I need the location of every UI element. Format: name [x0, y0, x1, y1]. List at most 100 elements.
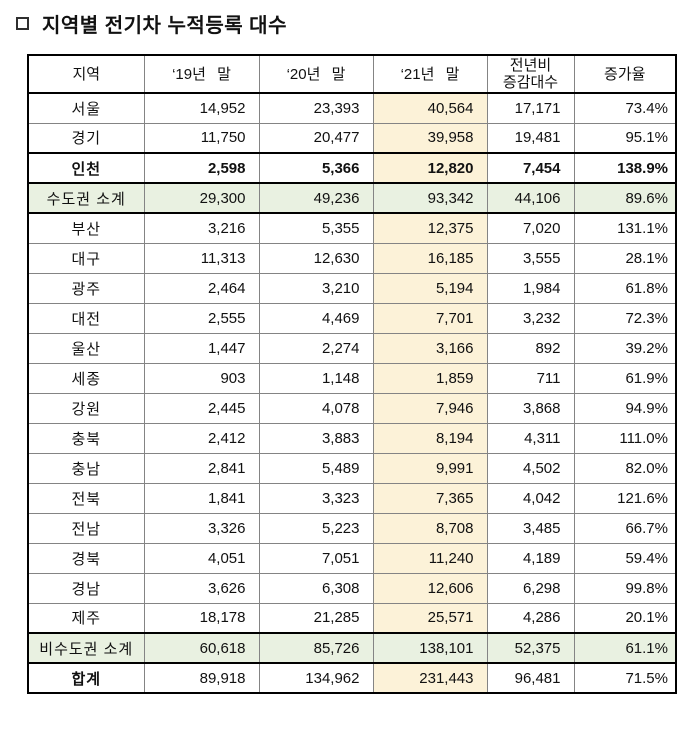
value-cell: 1,859 [372, 362, 488, 394]
ev-registration-table: 지역 ‘19년 말 ‘20년 말 ‘21년 말 전년비 증감대수 증가율 서울 14,952… [27, 54, 677, 694]
value-cell: 12,820 [372, 152, 488, 184]
value-cell: 49,236 [258, 182, 374, 214]
table-row: 경기 11,750 20,477 39,958 19,481 95.1% [27, 122, 677, 154]
value-cell: 3,868 [486, 392, 575, 424]
value-cell: 21,285 [258, 602, 374, 634]
value-cell: 903 [143, 362, 260, 394]
value-cell: 5,223 [258, 512, 374, 544]
value-cell: 89,918 [143, 662, 260, 694]
region-cell: 대구 [27, 242, 145, 274]
value-cell: 5,489 [258, 452, 374, 484]
column-header: ‘20년 말 [258, 54, 374, 94]
value-cell: 111.0% [573, 422, 677, 454]
value-cell: 6,298 [486, 572, 575, 604]
table-row: 부산 3,216 5,355 12,375 7,020 131.1% [27, 212, 677, 244]
region-cell: 전북 [27, 482, 145, 514]
value-cell: 39.2% [573, 332, 677, 364]
column-header: ‘19년 말 [143, 54, 260, 94]
value-cell: 71.5% [573, 662, 677, 694]
value-cell: 39,958 [372, 122, 488, 154]
value-cell: 61.9% [573, 362, 677, 394]
table-row: 전북 1,841 3,323 7,365 4,042 121.6% [27, 482, 677, 514]
value-cell: 18,178 [143, 602, 260, 634]
region-cell: 합계 [27, 662, 145, 694]
value-cell: 19,481 [486, 122, 575, 154]
square-bullet-icon [16, 17, 29, 30]
value-cell: 4,042 [486, 482, 575, 514]
value-cell: 12,606 [372, 572, 488, 604]
value-cell: 12,630 [258, 242, 374, 274]
value-cell: 60,618 [143, 632, 260, 664]
value-cell: 5,366 [258, 152, 374, 184]
value-cell: 2,445 [143, 392, 260, 424]
value-cell: 3,210 [258, 272, 374, 304]
value-cell: 2,598 [143, 152, 260, 184]
value-cell: 25,571 [372, 602, 488, 634]
value-cell: 44,106 [486, 182, 575, 214]
value-cell: 40,564 [372, 92, 488, 124]
region-cell: 비수도권 소계 [27, 632, 145, 664]
value-cell: 95.1% [573, 122, 677, 154]
value-cell: 892 [486, 332, 575, 364]
region-cell: 강원 [27, 392, 145, 424]
column-header: 전년비 증감대수 [486, 54, 575, 94]
region-cell: 경북 [27, 542, 145, 574]
value-cell: 138.9% [573, 152, 677, 184]
value-cell: 11,750 [143, 122, 260, 154]
region-cell: 전남 [27, 512, 145, 544]
value-cell: 3,216 [143, 212, 260, 244]
region-cell: 광주 [27, 272, 145, 304]
value-cell: 5,355 [258, 212, 374, 244]
value-cell: 4,051 [143, 542, 260, 574]
value-cell: 3,883 [258, 422, 374, 454]
value-cell: 3,166 [372, 332, 488, 364]
value-cell: 7,020 [486, 212, 575, 244]
value-cell: 7,051 [258, 542, 374, 574]
region-cell: 세종 [27, 362, 145, 394]
value-cell: 2,555 [143, 302, 260, 334]
table-row: 대구 11,313 12,630 16,185 3,555 28.1% [27, 242, 677, 274]
value-cell: 9,991 [372, 452, 488, 484]
value-cell: 7,946 [372, 392, 488, 424]
table-row: 서울 14,952 23,393 40,564 17,171 73.4% [27, 92, 677, 124]
value-cell: 11,313 [143, 242, 260, 274]
value-cell: 4,502 [486, 452, 575, 484]
table-header-row: 지역 ‘19년 말 ‘20년 말 ‘21년 말 전년비 증감대수 증가율 [27, 54, 677, 94]
value-cell: 28.1% [573, 242, 677, 274]
value-cell: 3,323 [258, 482, 374, 514]
region-cell: 충북 [27, 422, 145, 454]
value-cell: 711 [486, 362, 575, 394]
value-cell: 131.1% [573, 212, 677, 244]
value-cell: 2,841 [143, 452, 260, 484]
value-cell: 3,326 [143, 512, 260, 544]
value-cell: 99.8% [573, 572, 677, 604]
value-cell: 2,274 [258, 332, 374, 364]
region-cell: 부산 [27, 212, 145, 244]
value-cell: 89.6% [573, 182, 677, 214]
value-cell: 4,078 [258, 392, 374, 424]
value-cell: 23,393 [258, 92, 374, 124]
table-row: 울산 1,447 2,274 3,166 892 39.2% [27, 332, 677, 364]
value-cell: 11,240 [372, 542, 488, 574]
region-cell: 경남 [27, 572, 145, 604]
column-header: 지역 [27, 54, 145, 94]
title-row: 지역별 전기차 누적등록 대수 [16, 9, 287, 38]
region-cell: 울산 [27, 332, 145, 364]
value-cell: 2,412 [143, 422, 260, 454]
value-cell: 8,194 [372, 422, 488, 454]
region-cell: 인천 [27, 152, 145, 184]
page-title: 지역별 전기차 누적등록 대수 [42, 15, 287, 37]
value-cell: 6,308 [258, 572, 374, 604]
region-cell: 서울 [27, 92, 145, 124]
value-cell: 4,469 [258, 302, 374, 334]
table-row: 합계 89,918 134,962 231,443 96,481 71.5% [27, 662, 677, 694]
value-cell: 96,481 [486, 662, 575, 694]
table-row: 충북 2,412 3,883 8,194 4,311 111.0% [27, 422, 677, 454]
table-row: 세종 903 1,148 1,859 711 61.9% [27, 362, 677, 394]
table-row: 전남 3,326 5,223 8,708 3,485 66.7% [27, 512, 677, 544]
value-cell: 59.4% [573, 542, 677, 574]
region-cell: 수도권 소계 [27, 182, 145, 214]
value-cell: 66.7% [573, 512, 677, 544]
table-row: 강원 2,445 4,078 7,946 3,868 94.9% [27, 392, 677, 424]
